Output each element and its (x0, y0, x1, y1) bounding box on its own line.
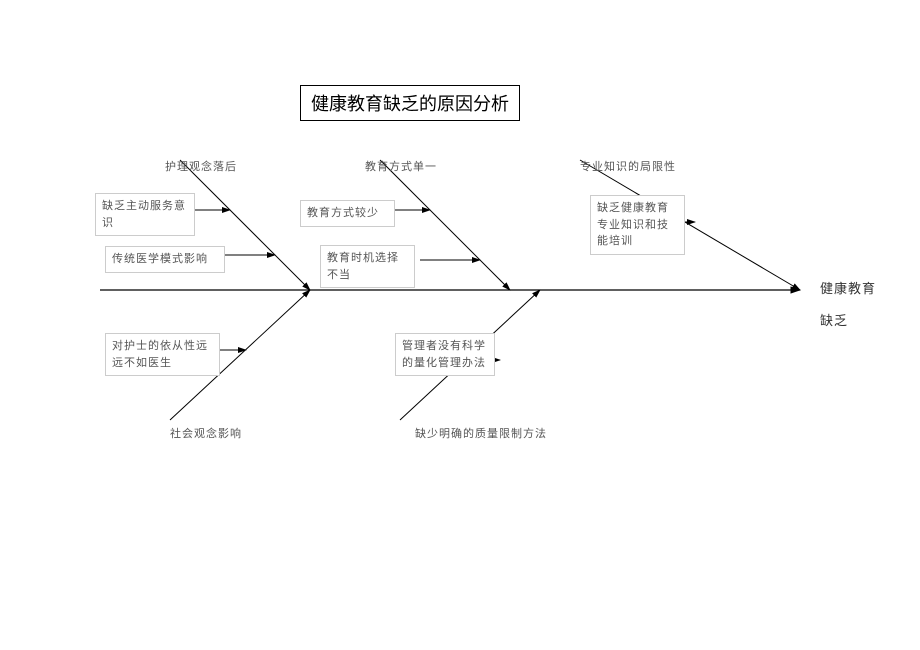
cause-u3-1: 缺乏健康教育专业知识和技能培训 (590, 195, 685, 255)
category-upper-2: 教育方式单一 (365, 158, 437, 174)
result-line-1: 健康教育 (820, 278, 876, 297)
category-lower-2: 缺少明确的质量限制方法 (415, 425, 547, 441)
category-lower-1: 社会观念影响 (170, 425, 242, 441)
diagram-title: 健康教育缺乏的原因分析 (300, 85, 520, 121)
cause-u1-1: 缺乏主动服务意识 (95, 193, 195, 236)
category-upper-3: 专业知识的局限性 (580, 158, 676, 174)
cause-l1-1: 对护士的依从性远远不如医生 (105, 333, 220, 376)
result-line-2: 缺乏 (820, 310, 848, 329)
cause-l2-1: 管理者没有科学的量化管理办法 (395, 333, 495, 376)
cause-u1-2: 传统医学模式影响 (105, 246, 225, 273)
category-upper-1: 护理观念落后 (165, 158, 237, 174)
cause-u2-1: 教育方式较少 (300, 200, 395, 227)
cause-u2-2: 教育时机选择不当 (320, 245, 415, 288)
